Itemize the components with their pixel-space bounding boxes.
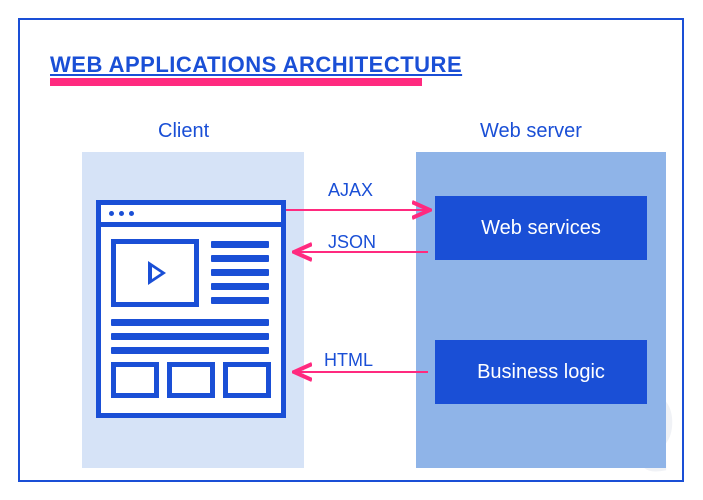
play-icon (148, 261, 166, 285)
ajax-label: AJAX (328, 180, 373, 201)
thumbnail (167, 362, 215, 398)
business-logic-box: Business logic (435, 340, 647, 404)
text-line (211, 269, 269, 276)
client-column-label: Client (158, 120, 209, 143)
window-dot-icon (129, 211, 134, 216)
browser-body (101, 227, 281, 408)
window-dot-icon (109, 211, 114, 216)
browser-mockup (96, 200, 286, 418)
thumbnail (223, 362, 271, 398)
web-services-box: Web services (435, 196, 647, 260)
window-dot-icon (119, 211, 124, 216)
text-line (111, 333, 269, 340)
diagram-title: WEB APPLICATIONS ARCHITECTURE (50, 52, 462, 78)
text-line (211, 241, 269, 248)
text-line (111, 347, 269, 354)
title-text: WEB APPLICATIONS ARCHITECTURE (50, 52, 462, 77)
json-label: JSON (328, 232, 376, 253)
title-highlight (50, 78, 422, 86)
thumbnail-row (111, 362, 271, 398)
diagram-frame: WEB APPLICATIONS ARCHITECTURE Client Web… (18, 18, 684, 482)
server-column-label: Web server (480, 120, 582, 143)
text-line (211, 283, 269, 290)
video-placeholder (111, 239, 199, 307)
thumbnail (111, 362, 159, 398)
text-line (211, 255, 269, 262)
html-label: HTML (324, 350, 373, 371)
text-line (111, 319, 269, 326)
text-line (211, 297, 269, 304)
business-logic-label: Business logic (477, 361, 605, 384)
browser-titlebar (101, 205, 281, 227)
web-services-label: Web services (481, 217, 601, 240)
